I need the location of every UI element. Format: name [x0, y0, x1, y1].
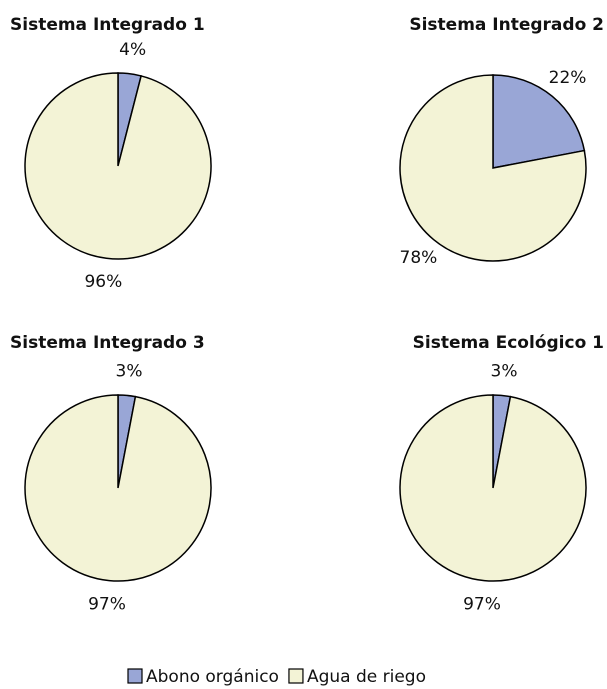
- pie-slice: [24, 72, 212, 260]
- pie-slice: [24, 394, 212, 582]
- legend-swatch: [288, 668, 304, 684]
- data-label: 78%: [400, 248, 438, 268]
- data-label: 97%: [463, 594, 501, 614]
- pie-slice: [399, 74, 587, 262]
- data-label: 3%: [491, 362, 518, 382]
- chart-title: Sistema Integrado 2: [409, 15, 604, 35]
- data-label: 22%: [549, 68, 587, 88]
- chart-title: Sistema Integrado 3: [10, 333, 205, 353]
- data-label: 96%: [84, 272, 122, 292]
- legend-label: Agua de riego: [307, 667, 426, 687]
- legend-label: Abono orgánico: [146, 667, 279, 687]
- chart-title: Sistema Integrado 1: [10, 15, 205, 35]
- legend-swatch: [127, 668, 143, 684]
- pie-slice: [492, 74, 586, 169]
- pie-slice: [399, 394, 587, 582]
- data-label: 3%: [116, 362, 143, 382]
- chart-title: Sistema Ecológico 1: [413, 333, 604, 353]
- data-label: 4%: [119, 40, 146, 60]
- data-label: 97%: [88, 594, 126, 614]
